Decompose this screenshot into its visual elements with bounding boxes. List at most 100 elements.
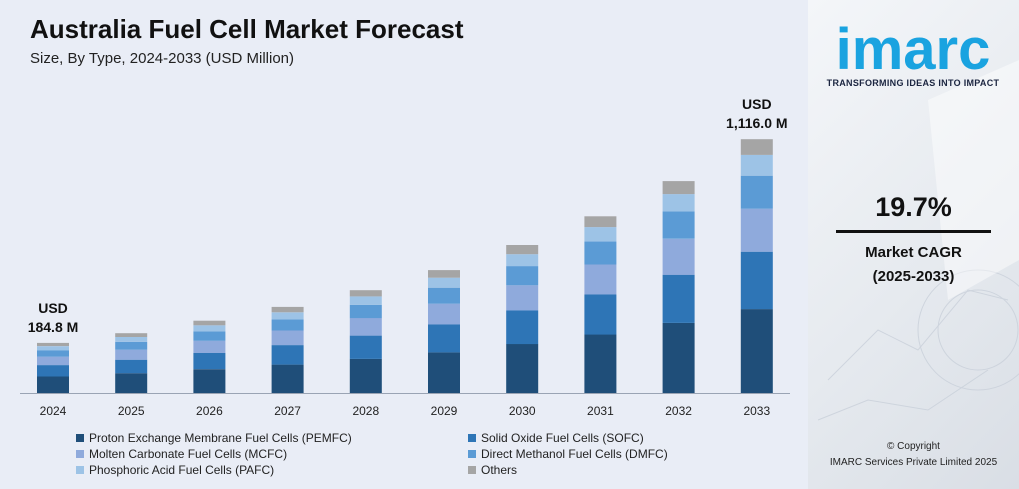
bar-segment-2025-series-4	[115, 337, 148, 342]
bar-segment-2030-series-1	[506, 310, 539, 345]
legend-item-1: Solid Oxide Fuel Cells (SOFC)	[468, 431, 644, 445]
bar-segment-2024-series-5	[37, 342, 69, 347]
bar-segment-2030-series-4	[506, 254, 539, 267]
brand-tagline: TRANSFORMING IDEAS INTO IMPACT	[826, 78, 1000, 88]
legend-swatch	[468, 450, 476, 458]
data-label-2024-currency: USD	[38, 300, 68, 316]
cagr-value: 19.7%	[875, 192, 952, 222]
bar-segment-2032-series-4	[662, 194, 695, 212]
bar-segment-2024-series-1	[37, 365, 69, 377]
chart-subtitle: Size, By Type, 2024-2033 (USD Million)	[30, 50, 295, 67]
bar-segment-2031-series-1	[584, 294, 617, 335]
chart-title: Australia Fuel Cell Market Forecast	[30, 14, 464, 44]
bar-segment-2027-series-3	[271, 319, 304, 331]
bar-segment-2033-series-4	[740, 154, 773, 176]
x-tick-label-2025: 2025	[118, 404, 145, 418]
bar-segment-2033-series-1	[740, 251, 773, 310]
bar-segment-2032-series-1	[662, 274, 695, 323]
x-tick-label-2026: 2026	[196, 404, 223, 418]
bar-segment-2028-series-5	[349, 290, 382, 297]
bar-segment-2026-series-1	[193, 352, 226, 370]
imarc-logo-text: imarc	[836, 17, 991, 82]
bar-segment-2029-series-3	[428, 287, 460, 304]
legend-item-5: Others	[468, 463, 517, 477]
bar-segment-2027-series-5	[271, 306, 304, 313]
bar-segment-2032-series-5	[662, 181, 695, 195]
legend-swatch	[76, 466, 84, 474]
legend-item-0: Proton Exchange Membrane Fuel Cells (PEM…	[76, 431, 352, 445]
bar-segment-2024-series-3	[37, 350, 69, 357]
bar-segment-2029-series-1	[428, 324, 460, 353]
bar-segment-2031-series-4	[584, 227, 617, 242]
bar-segment-2026-series-5	[193, 320, 226, 326]
cagr-label: Market CAGR	[865, 244, 962, 261]
bar-segment-2024-series-2	[37, 356, 69, 366]
bar-segment-2030-series-3	[506, 266, 539, 286]
bar-segment-2025-series-1	[115, 359, 148, 374]
bar-segment-2028-series-3	[349, 304, 382, 319]
x-tick-label-2033: 2033	[743, 404, 770, 418]
brand-sidebar	[808, 0, 1019, 489]
bar-segment-2031-series-5	[584, 216, 617, 228]
bar-segment-2033-series-5	[740, 139, 773, 155]
legend-label: Proton Exchange Membrane Fuel Cells (PEM…	[89, 431, 352, 445]
data-label-2033-value: 1,116.0 M	[726, 115, 788, 131]
x-tick-label-2032: 2032	[665, 404, 692, 418]
copyright-company-line: IMARC Services Private Limited 2025	[829, 457, 998, 468]
bar-segment-2031-series-2	[584, 264, 617, 295]
cagr-period: (2025-2033)	[872, 268, 955, 285]
copyright-symbol-line: © Copyright	[887, 441, 940, 452]
legend-label: Others	[481, 463, 518, 477]
bar-segment-2031-series-3	[584, 241, 617, 265]
bar-segment-2024-series-4	[37, 346, 69, 351]
bar-segment-2026-series-0	[193, 369, 226, 393]
legend-label: Solid Oxide Fuel Cells (SOFC)	[481, 431, 644, 445]
bar-segment-2033-series-0	[740, 309, 773, 393]
x-tick-label-2024: 2024	[40, 404, 67, 418]
bar-segment-2031-series-0	[584, 334, 617, 393]
bar-segment-2029-series-0	[428, 352, 460, 393]
legend-item-3: Direct Methanol Fuel Cells (DMFC)	[468, 447, 668, 461]
bar-segment-2027-series-0	[271, 364, 304, 393]
bar-segment-2030-series-2	[506, 285, 539, 311]
data-label-2033-currency: USD	[742, 96, 772, 112]
bar-segment-2029-series-2	[428, 303, 460, 325]
bar-segment-2030-series-5	[506, 245, 539, 255]
bar-segment-2027-series-4	[271, 312, 304, 320]
bar-segment-2027-series-1	[271, 345, 304, 365]
legend-item-2: Molten Carbonate Fuel Cells (MCFC)	[76, 447, 287, 461]
bar-segment-2026-series-2	[193, 340, 226, 353]
bar-segment-2028-series-4	[349, 296, 382, 305]
bar-segment-2027-series-2	[271, 330, 304, 346]
imarc-logo: imarc	[836, 17, 991, 82]
legend-label: Direct Methanol Fuel Cells (DMFC)	[481, 447, 668, 461]
bar-segment-2032-series-3	[662, 211, 695, 239]
legend-swatch	[76, 434, 84, 442]
bar-segment-2025-series-5	[115, 333, 148, 337]
x-tick-label-2030: 2030	[509, 404, 536, 418]
decorative-chart-background	[817, 60, 1019, 421]
bar-segment-2025-series-2	[115, 349, 148, 360]
bar-segment-2025-series-3	[115, 341, 148, 350]
bar-segment-2032-series-2	[662, 238, 695, 275]
stacked-bar-chart: 2024 2025 2026 2027 2028 2029 2030 2031 2032 2033…	[20, 96, 790, 418]
legend-swatch	[76, 450, 84, 458]
x-tick-label-2029: 2029	[431, 404, 458, 418]
bar-segment-2029-series-5	[428, 270, 460, 278]
bar-segment-2026-series-4	[193, 325, 226, 332]
bar-segment-2026-series-3	[193, 331, 226, 341]
bar-segment-2028-series-1	[349, 335, 382, 359]
legend-label: Molten Carbonate Fuel Cells (MCFC)	[89, 447, 288, 461]
bar-segment-2033-series-2	[740, 208, 773, 252]
cagr-divider	[836, 230, 991, 233]
bar-segment-2028-series-2	[349, 318, 382, 336]
x-tick-label-2031: 2031	[587, 404, 614, 418]
legend-swatch	[468, 434, 476, 442]
x-tick-label-2027: 2027	[274, 404, 301, 418]
bar-segment-2033-series-3	[740, 175, 773, 209]
legend-label: Phosphoric Acid Fuel Cells (PAFC)	[89, 463, 275, 477]
data-label-2024-value: 184.8 M	[28, 319, 79, 335]
legend-swatch	[468, 466, 476, 474]
bar-segment-2030-series-0	[506, 344, 539, 393]
